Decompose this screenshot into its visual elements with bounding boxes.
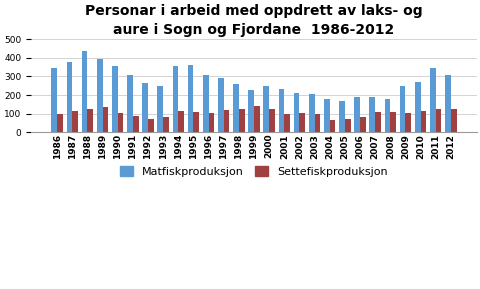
Bar	[374, 112, 380, 132]
Bar	[444, 75, 450, 132]
Bar	[420, 111, 425, 132]
Bar	[248, 90, 253, 132]
Bar	[203, 75, 208, 132]
Bar	[217, 78, 223, 132]
Bar	[429, 68, 435, 132]
Bar	[344, 119, 350, 132]
Bar	[178, 111, 184, 132]
Bar	[163, 118, 168, 132]
Bar	[223, 110, 229, 132]
Bar	[112, 66, 118, 132]
Bar	[127, 75, 132, 132]
Bar	[172, 66, 178, 132]
Bar	[233, 84, 239, 132]
Bar	[66, 62, 72, 132]
Title: Personar i arbeid med oppdrett av laks- og
aure i Sogn og Fjordane  1986-2012: Personar i arbeid med oppdrett av laks- …	[85, 4, 422, 37]
Bar	[314, 114, 320, 132]
Bar	[435, 109, 441, 132]
Bar	[187, 65, 193, 132]
Bar	[353, 97, 359, 132]
Bar	[308, 94, 314, 132]
Bar	[142, 83, 148, 132]
Bar	[102, 107, 108, 132]
Bar	[263, 86, 269, 132]
Bar	[118, 113, 123, 132]
Bar	[329, 120, 335, 132]
Bar	[414, 82, 420, 132]
Bar	[87, 109, 93, 132]
Legend: Matfiskproduksjon, Settefiskproduksjon: Matfiskproduksjon, Settefiskproduksjon	[115, 161, 392, 181]
Bar	[269, 109, 274, 132]
Bar	[239, 109, 244, 132]
Bar	[369, 97, 374, 132]
Bar	[450, 109, 456, 132]
Bar	[359, 116, 365, 132]
Bar	[72, 111, 78, 132]
Bar	[405, 113, 410, 132]
Bar	[51, 68, 57, 132]
Bar	[82, 51, 87, 132]
Bar	[96, 59, 102, 132]
Bar	[148, 119, 154, 132]
Bar	[389, 112, 395, 132]
Bar	[157, 86, 163, 132]
Bar	[132, 116, 138, 132]
Bar	[384, 99, 389, 132]
Bar	[253, 106, 259, 132]
Bar	[278, 89, 284, 132]
Bar	[338, 101, 344, 132]
Bar	[399, 86, 405, 132]
Bar	[57, 114, 63, 132]
Bar	[193, 112, 199, 132]
Bar	[293, 93, 299, 132]
Bar	[208, 113, 214, 132]
Bar	[284, 114, 289, 132]
Bar	[323, 99, 329, 132]
Bar	[299, 113, 304, 132]
